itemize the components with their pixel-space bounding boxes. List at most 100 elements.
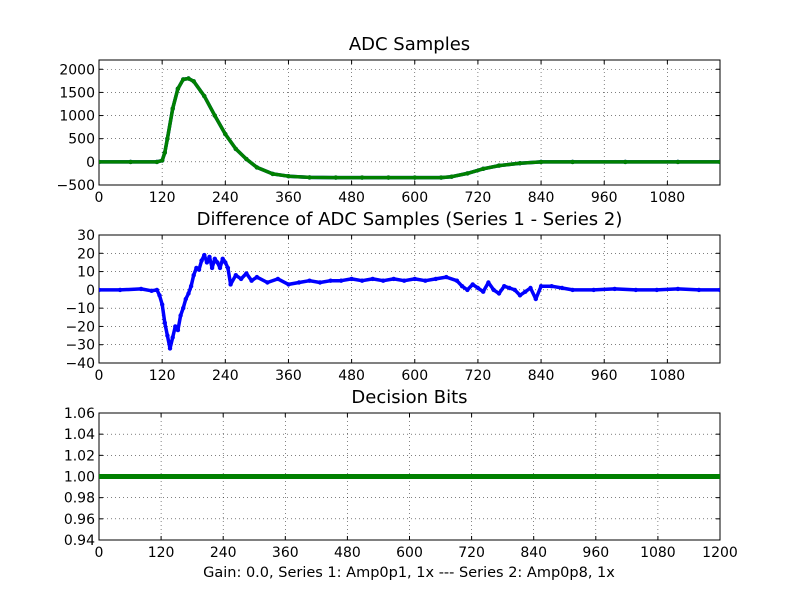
subplot-title: Decision Bits [351, 387, 467, 408]
data-point [223, 131, 228, 137]
data-point [486, 280, 491, 285]
data-point [196, 267, 202, 272]
data-point [449, 174, 454, 179]
data-point [181, 305, 186, 311]
data-point [275, 276, 281, 282]
data-point [512, 287, 517, 293]
data-point [202, 93, 207, 99]
x-tick-label: 720 [458, 545, 485, 561]
data-point [270, 171, 275, 177]
x-tick-label: 360 [275, 190, 302, 206]
data-point [217, 265, 223, 271]
data-point [138, 286, 144, 292]
data-point [523, 289, 528, 294]
data-point [496, 163, 502, 168]
x-tick-label: 840 [528, 368, 555, 384]
data-point [391, 276, 396, 282]
subplot-title: Difference of ADC Samples (Series 1 - Se… [197, 209, 623, 230]
data-point [517, 293, 523, 298]
data-point [191, 273, 196, 278]
y-tick-label: 1.00 [64, 470, 95, 486]
data-point [99, 159, 102, 165]
subplot-3: Decision Bits 0 120 240 360 480 600 720 840 960 10… [64, 387, 738, 561]
x-tick-label: 240 [210, 545, 237, 561]
data-point [233, 273, 238, 278]
data-point [220, 256, 225, 261]
x-tick-label: 720 [465, 368, 492, 384]
data-point [381, 278, 386, 283]
data-point [178, 313, 183, 318]
data-point [517, 161, 523, 166]
y-tick-label: 500 [68, 132, 95, 148]
data-point [570, 287, 575, 293]
y-tick-label: 1.02 [64, 448, 95, 464]
y-tick-label: 1.04 [64, 427, 95, 443]
x-tick-label: 480 [338, 190, 365, 206]
data-point [238, 276, 244, 282]
data-point [286, 282, 291, 287]
data-point [433, 276, 438, 282]
data-point [423, 278, 428, 283]
x-tick-label: 0 [95, 368, 104, 384]
data-point [533, 296, 538, 302]
data-point [175, 327, 181, 333]
y-tick-label: −30 [65, 338, 95, 354]
x-tick-label: 240 [212, 190, 239, 206]
data-point [465, 287, 470, 293]
y-tick-label: 0.96 [64, 512, 95, 528]
data-point [317, 280, 323, 285]
y-tick-label: −500 [57, 178, 95, 194]
data-point [149, 288, 154, 293]
data-point [402, 278, 407, 283]
x-tick-label: 1080 [650, 190, 686, 206]
x-tick-label: 720 [465, 190, 492, 206]
data-point [591, 287, 596, 293]
x-tick-label: 1080 [650, 368, 686, 384]
y-tick-label: −20 [65, 319, 95, 335]
data-point [296, 280, 302, 285]
x-tick-label: 960 [582, 545, 609, 561]
data-point [559, 285, 565, 291]
data-point [254, 274, 260, 280]
y-tick-label: 0 [86, 283, 95, 299]
data-point [154, 159, 160, 165]
data-point [117, 287, 123, 293]
data-point [165, 136, 170, 141]
data-point [212, 256, 217, 261]
data-point [386, 175, 391, 180]
data-point [225, 265, 231, 271]
data-point [475, 285, 481, 291]
y-tick-label: 1.06 [64, 406, 95, 422]
data-point [167, 346, 173, 351]
y-tick-label: 30 [77, 228, 95, 244]
x-tick-label: 840 [520, 545, 547, 561]
data-point [188, 284, 194, 289]
y-tick-label: −40 [65, 356, 95, 372]
x-tick-label: 0 [95, 545, 104, 561]
x-tick-label: 120 [149, 368, 176, 384]
x-tick-label: 600 [401, 190, 428, 206]
data-point [470, 282, 475, 287]
y-tick-label: 0.98 [64, 491, 95, 507]
data-point [307, 175, 312, 180]
data-point [370, 276, 375, 282]
x-tick-label: 120 [148, 545, 175, 561]
data-point [307, 278, 312, 283]
plot-area [98, 234, 721, 364]
data-point [202, 252, 207, 258]
data-point [507, 285, 512, 291]
data-point [212, 113, 217, 118]
data-point [359, 175, 365, 180]
data-point [160, 302, 165, 307]
y-tick-label: 2000 [59, 62, 95, 78]
x-tick-label: 960 [591, 190, 618, 206]
data-point [328, 278, 333, 283]
data-point [623, 159, 628, 165]
data-point [549, 284, 554, 289]
data-point [696, 287, 702, 293]
data-point [538, 159, 544, 165]
data-point [99, 287, 102, 293]
data-point [160, 158, 165, 163]
x-tick-label: 1080 [640, 545, 676, 561]
